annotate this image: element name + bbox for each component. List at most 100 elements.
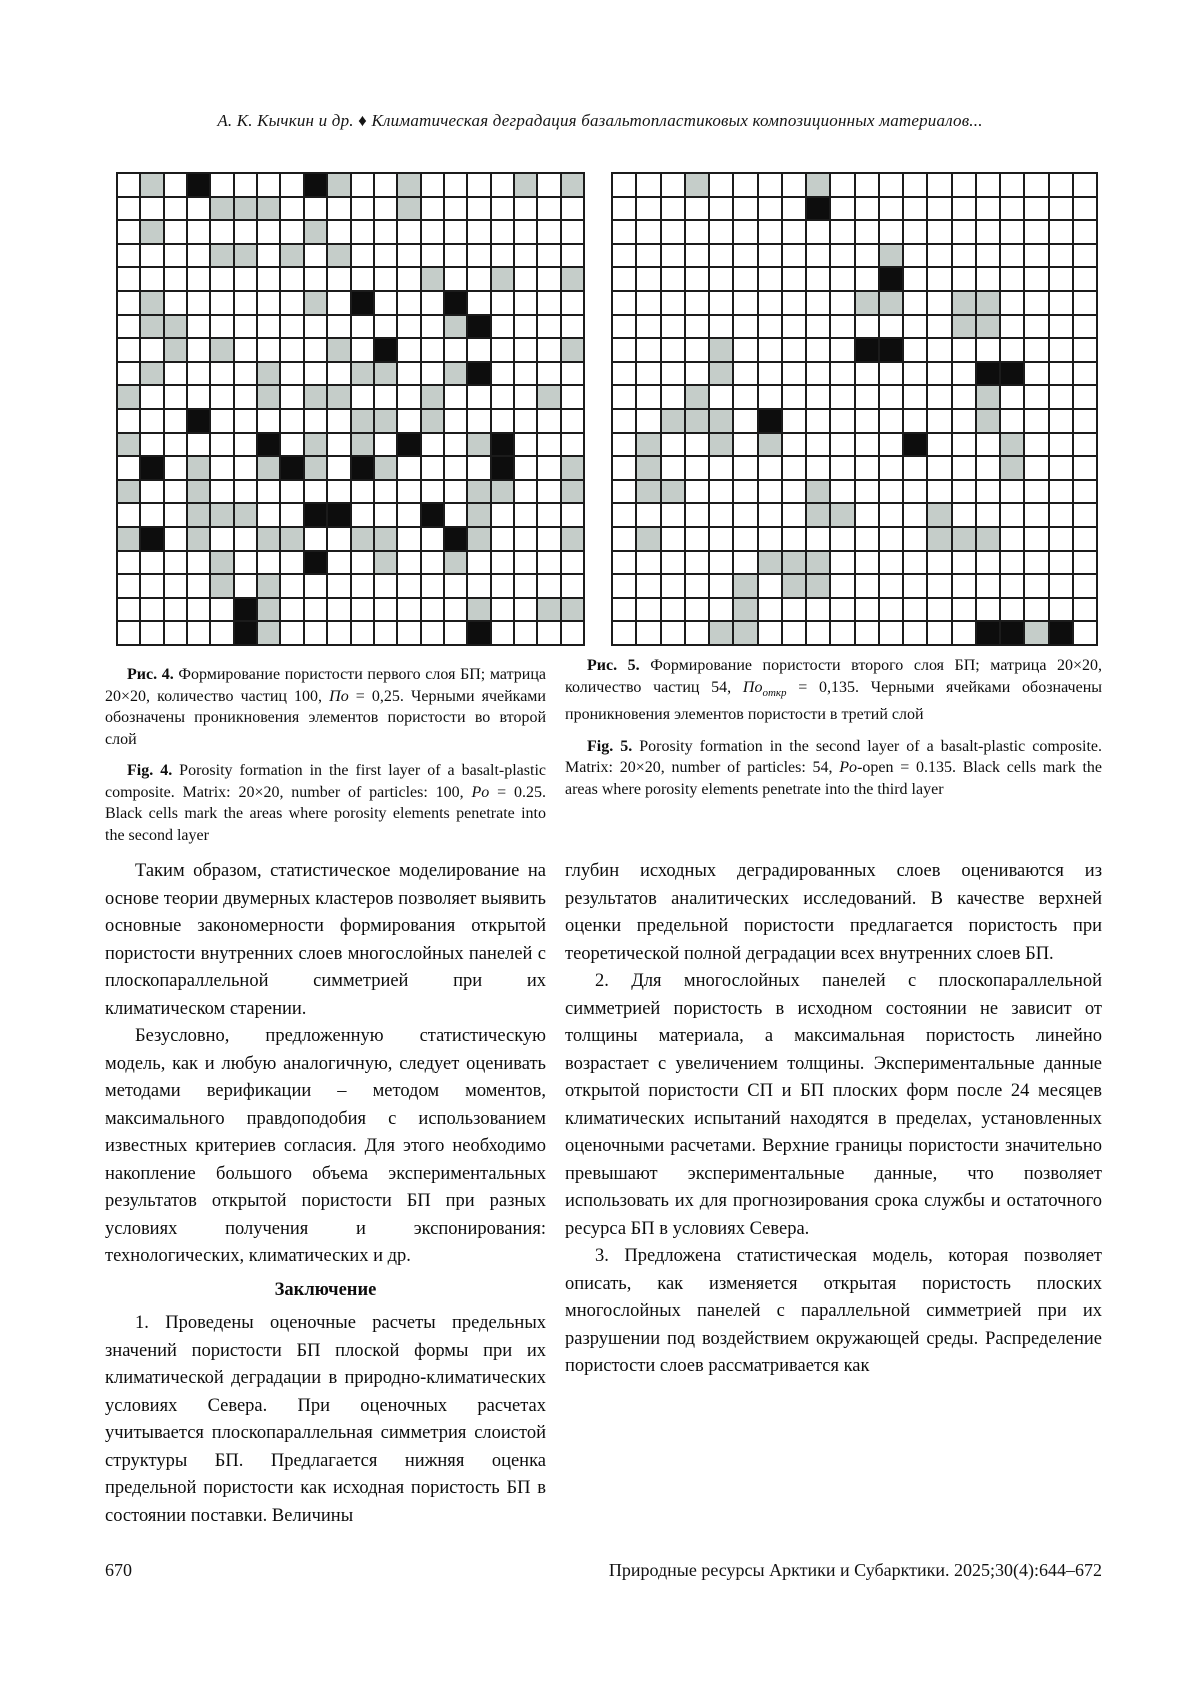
matrix-cell-r5c5: [211, 268, 233, 290]
matrix-cell-r18c20: [561, 575, 583, 597]
matrix-cell-r20c3: [164, 622, 187, 644]
matrix-cell-r11c15: [952, 410, 975, 432]
matrix-cell-r3c17: [491, 221, 513, 243]
matrix-cell-r4c3: [164, 244, 187, 267]
matrix-cell-r5c9: [304, 268, 327, 290]
matrix-cell-r18c5: [211, 575, 233, 597]
matrix-cell-r13c15: [952, 457, 975, 479]
matrix-cell-r2c12: [374, 197, 397, 220]
matrix-cell-r17c12: [374, 551, 397, 574]
matrix-cell-r8c13: [904, 339, 927, 361]
matrix-cell-r2c10: [328, 197, 350, 220]
caption-text-run: Porosity formation in the second layer o…: [565, 737, 1102, 777]
matrix-cell-r8c5: [211, 339, 233, 361]
matrix-cell-r7c12: [879, 315, 902, 338]
matrix-cell-r20c9: [304, 622, 327, 644]
matrix-cell-r12c2: [637, 433, 660, 456]
matrix-cell-r1c4: [188, 174, 210, 196]
matrix-cell-r14c8: [782, 480, 805, 503]
matrix-cell-r13c2: [141, 457, 163, 479]
matrix-cell-r20c5: [710, 622, 733, 644]
matrix-cell-r15c2: [637, 504, 660, 526]
matrix-cell-r10c10: [831, 386, 854, 408]
matrix-cell-r13c1: [613, 457, 636, 479]
matrix-cell-r15c12: [374, 504, 397, 526]
matrix-cell-r20c11: [351, 622, 373, 644]
matrix-cell-r15c6: [734, 504, 757, 526]
matrix-cell-r13c12: [879, 457, 902, 479]
matrix-cell-r3c12: [879, 221, 902, 243]
matrix-cell-r6c20: [561, 292, 583, 314]
matrix-cell-r18c8: [782, 575, 805, 597]
matrix-cell-r14c7: [258, 480, 280, 503]
matrix-cell-r8c19: [538, 339, 560, 361]
matrix-cell-r11c2: [637, 410, 660, 432]
matrix-cell-r3c15: [952, 221, 975, 243]
matrix-cell-r9c19: [1049, 362, 1072, 385]
matrix-cell-r18c12: [879, 575, 902, 597]
caption-text-run: Рис. 4.: [127, 666, 174, 683]
matrix-cell-r15c2: [141, 504, 163, 526]
matrix-cell-r11c15: [444, 410, 467, 432]
matrix-cell-r6c20: [1073, 292, 1096, 314]
matrix-cell-r14c2: [637, 480, 660, 503]
matrix-cell-r15c10: [831, 504, 854, 526]
matrix-cell-r2c17: [491, 197, 513, 220]
matrix-cell-r5c4: [188, 268, 210, 290]
matrix-cell-r10c15: [952, 386, 975, 408]
matrix-cell-r5c2: [141, 268, 163, 290]
matrix-cell-r1c16: [976, 174, 999, 196]
matrix-cell-r14c18: [1025, 480, 1048, 503]
matrix-cell-r4c15: [952, 244, 975, 267]
matrix-cell-r7c20: [561, 315, 583, 338]
matrix-cell-r19c17: [491, 598, 513, 621]
matrix-cell-r2c18: [1025, 197, 1048, 220]
matrix-cell-r12c11: [855, 433, 878, 456]
matrix-cell-r20c18: [514, 622, 537, 644]
matrix-cell-r7c6: [734, 315, 757, 338]
matrix-cell-r8c5: [710, 339, 733, 361]
matrix-cell-r14c16: [468, 480, 490, 503]
matrix-cell-r1c6: [234, 174, 257, 196]
matrix-cell-r19c19: [538, 598, 560, 621]
matrix-cell-r4c18: [1025, 244, 1048, 267]
matrix-cell-r7c8: [782, 315, 805, 338]
matrix-cell-r15c18: [514, 504, 537, 526]
matrix-cell-r7c16: [976, 315, 999, 338]
matrix-cell-r12c2: [141, 433, 163, 456]
body-column-right: глубин исходных деградированных слоев оц…: [565, 858, 1102, 1381]
matrix-cell-r4c12: [879, 244, 902, 267]
matrix-cell-r18c2: [637, 575, 660, 597]
matrix-cell-r7c4: [188, 315, 210, 338]
matrix-cell-r2c10: [831, 197, 854, 220]
matrix-cell-r15c4: [188, 504, 210, 526]
matrix-cell-r8c12: [374, 339, 397, 361]
matrix-cell-r12c5: [710, 433, 733, 456]
matrix-cell-r11c9: [807, 410, 830, 432]
matrix-cell-r3c17: [1001, 221, 1024, 243]
matrix-cell-r19c16: [976, 598, 999, 621]
matrix-cell-r1c18: [514, 174, 537, 196]
matrix-cell-r13c8: [281, 457, 303, 479]
matrix-cell-r9c10: [831, 362, 854, 385]
caption-text-run: = 0,135. Черными ячейками обозначены про…: [565, 678, 1103, 724]
matrix-cell-r13c3: [661, 457, 684, 479]
matrix-cell-r19c6: [734, 598, 757, 621]
matrix-cell-r4c17: [491, 244, 513, 267]
matrix-cell-r10c6: [734, 386, 757, 408]
matrix-cell-r5c13: [398, 268, 420, 290]
matrix-cell-r6c17: [491, 292, 513, 314]
matrix-cell-r15c16: [468, 504, 490, 526]
matrix-cell-r6c13: [398, 292, 420, 314]
matrix-cell-r9c4: [188, 362, 210, 385]
matrix-cell-r17c8: [281, 551, 303, 574]
matrix-cell-r16c15: [444, 528, 467, 550]
matrix-cell-r19c2: [637, 598, 660, 621]
conclusion-heading: Заключение: [274, 1279, 377, 1300]
matrix-cell-r10c2: [141, 386, 163, 408]
matrix-cell-r14c4: [685, 480, 708, 503]
matrix-cell-r4c15: [444, 244, 467, 267]
matrix-cell-r3c14: [421, 221, 443, 243]
matrix-cell-r12c7: [258, 433, 280, 456]
matrix-cell-r11c4: [188, 410, 210, 432]
